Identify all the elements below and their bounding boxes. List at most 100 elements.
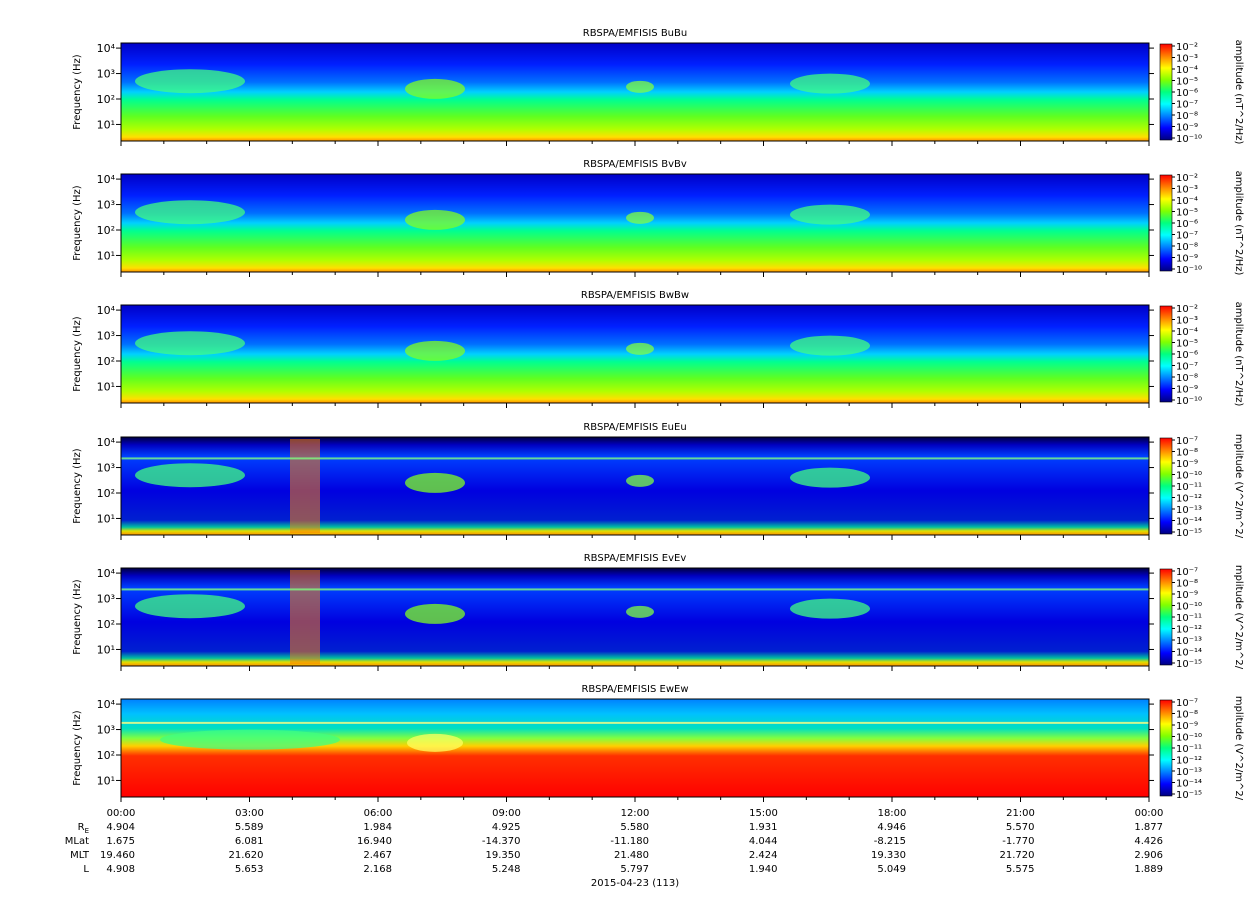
colorbar-tick-label: 10⁻¹¹ (1176, 482, 1202, 493)
x-tick-label: 21:00 (1006, 808, 1035, 819)
ephemeris-value: 5.248 (492, 864, 521, 875)
emission-band (405, 78, 465, 99)
panel-title: RBSPA/EMFISIS BvBv (583, 159, 687, 170)
colorbar-tick-label: 10⁻³ (1176, 185, 1198, 196)
emission-band (790, 467, 870, 488)
colorbar-tick-label: 10⁻¹³ (1176, 767, 1202, 778)
y-tick-label: 10² (97, 749, 115, 762)
y-tick-label: 10³ (97, 593, 115, 606)
ephemeris-value: 4.904 (106, 822, 135, 833)
colorbar (1159, 437, 1173, 535)
colorbar-tick-label: 10⁻⁷ (1176, 436, 1198, 447)
colorbar-label: mplitude (V^2/m^2/ (1233, 696, 1244, 801)
y-tick-label: 10³ (97, 68, 115, 81)
colorbar-tick-label: 10⁻³ (1176, 316, 1198, 327)
panel-1: RBSPA/EMFISIS BuBu Frequency (Hz) 10¹ 10² 10… (72, 28, 1244, 146)
ephemeris-value: 1.940 (749, 864, 778, 875)
colorbar-tick-label: 10⁻¹⁰ (1176, 265, 1202, 276)
colorbar-tick-label: 10⁻⁵ (1176, 77, 1198, 88)
colorbar-tick-label: 10⁻⁶ (1176, 350, 1198, 361)
ephemeris-value: 16.940 (357, 836, 392, 847)
y-tick-label: 10³ (97, 330, 115, 343)
y-axis-label: Frequency (Hz) (72, 448, 83, 524)
colorbar-tick-label: 10⁻⁷ (1176, 362, 1198, 373)
y-tick-label: 10¹ (97, 118, 115, 131)
panels: RBSPA/EMFISIS BuBu Frequency (Hz) 10¹ 10² 10… (72, 28, 1244, 802)
emission-band (626, 605, 654, 618)
y-tick-label: 10¹ (97, 249, 115, 262)
y-axis-label: Frequency (Hz) (72, 579, 83, 655)
emission-band (135, 69, 245, 94)
ephemeris-value: -8.215 (874, 836, 906, 847)
colorbar-tick-label: 10⁻¹³ (1176, 505, 1202, 516)
ephemeris-value: 19.350 (486, 850, 521, 861)
emission-band (290, 570, 320, 664)
colorbar-tick-label: 10⁻⁹ (1176, 721, 1198, 732)
colorbar-tick-label: 10⁻¹⁵ (1176, 659, 1202, 670)
y-tick-label: 10¹ (97, 774, 115, 787)
emission-band (790, 598, 870, 619)
emission-band (405, 603, 465, 624)
colorbar-tick-label: 10⁻⁷ (1176, 698, 1198, 709)
ephemeris-value: 21.480 (614, 850, 649, 861)
emission-band (626, 211, 654, 224)
x-tick-label: 00:00 (107, 808, 136, 819)
emission-band (790, 335, 870, 356)
panel-4: RBSPA/EMFISIS EuEu Frequency (Hz) 10¹ 10² 10… (72, 422, 1244, 540)
x-tick-label: 00:00 (1135, 808, 1164, 819)
x-tick-label: 12:00 (621, 808, 650, 819)
panel-5: RBSPA/EMFISIS EvEv Frequency (Hz) 10¹ 10² 10… (72, 553, 1244, 671)
colorbar-tick-label: 10⁻⁴ (1176, 196, 1198, 207)
colorbar-tick-label: 10⁻³ (1176, 54, 1198, 65)
ephemeris-value: 4.946 (877, 822, 906, 833)
y-tick-label: 10² (97, 93, 115, 106)
emission-band (626, 474, 654, 487)
colorbar-tick-label: 10⁻¹⁰ (1176, 471, 1202, 482)
y-tick-label: 10² (97, 487, 115, 500)
colorbar-tick-label: 10⁻¹⁴ (1176, 779, 1202, 790)
colorbar-label: mplitude (V^2/m^2/ (1233, 434, 1244, 539)
ephemeris-label: MLat (65, 836, 89, 847)
x-tick-label: 18:00 (878, 808, 907, 819)
emission-band (135, 200, 245, 225)
ephemeris-value: 21.620 (229, 850, 264, 861)
emission-band (290, 439, 320, 533)
ephemeris-value: -11.180 (610, 836, 649, 847)
colorbar-tick-label: 10⁻¹² (1176, 756, 1202, 767)
ephemeris-value: 4.044 (749, 836, 778, 847)
ephemeris-value: 5.580 (620, 822, 649, 833)
panel-title: RBSPA/EMFISIS BuBu (583, 28, 687, 39)
colorbar-tick-label: 10⁻¹⁰ (1176, 733, 1202, 744)
panel-title: RBSPA/EMFISIS EwEw (581, 684, 688, 695)
colorbar-tick-label: 10⁻⁶ (1176, 88, 1198, 99)
ephemeris-value: 5.653 (235, 864, 264, 875)
emission-band (790, 204, 870, 225)
colorbar-tick-label: 10⁻⁸ (1176, 111, 1198, 122)
colorbar-tick-label: 10⁻⁵ (1176, 339, 1198, 350)
y-tick-label: 10³ (97, 724, 115, 737)
panel-title: RBSPA/EMFISIS EvEv (584, 553, 687, 564)
ephemeris-value: 5.589 (235, 822, 264, 833)
ephemeris-value: 2.424 (749, 850, 778, 861)
colorbar-tick-label: 10⁻¹⁰ (1176, 602, 1202, 613)
ephemeris-value: 21.720 (1000, 850, 1035, 861)
ephemeris-value: 4.908 (106, 864, 135, 875)
ephemeris-value: 1.984 (363, 822, 392, 833)
y-tick-label: 10⁴ (97, 698, 116, 711)
ephemeris-value: 19.460 (100, 850, 135, 861)
emission-band (790, 73, 870, 94)
y-tick-label: 10² (97, 618, 115, 631)
colorbar-tick-label: 10⁻¹⁴ (1176, 648, 1202, 659)
emission-band (626, 342, 654, 355)
emission-band (135, 463, 245, 488)
panel-title: RBSPA/EMFISIS BwBw (581, 290, 689, 301)
y-axis-label: Frequency (Hz) (72, 710, 83, 786)
ephemeris-value: 5.049 (877, 864, 906, 875)
y-tick-label: 10⁴ (97, 42, 116, 55)
ephemeris-value: 1.889 (1134, 864, 1163, 875)
ephemeris-value: -14.370 (482, 836, 521, 847)
colorbar-tick-label: 10⁻⁸ (1176, 373, 1198, 384)
colorbar-tick-label: 10⁻⁹ (1176, 123, 1198, 134)
colorbar-tick-label: 10⁻⁹ (1176, 254, 1198, 265)
